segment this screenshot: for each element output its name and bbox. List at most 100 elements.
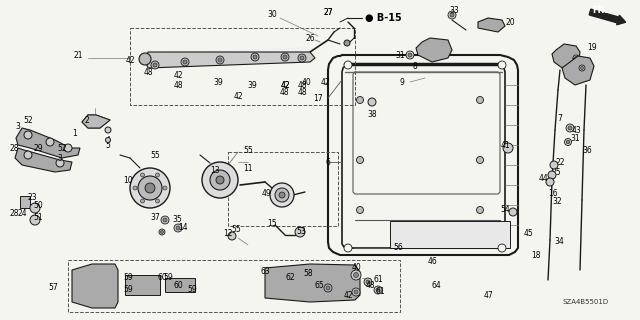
Text: 21: 21 <box>73 51 83 60</box>
Text: FR.: FR. <box>592 5 608 14</box>
Circle shape <box>176 226 180 230</box>
Circle shape <box>546 178 554 186</box>
Circle shape <box>295 227 305 237</box>
Circle shape <box>509 208 517 216</box>
Text: 19: 19 <box>587 43 597 52</box>
Circle shape <box>566 140 570 144</box>
Polygon shape <box>165 278 195 292</box>
Text: 3: 3 <box>58 154 63 163</box>
Text: 45: 45 <box>523 229 533 238</box>
Text: 6: 6 <box>326 157 330 166</box>
Text: 56: 56 <box>393 244 403 252</box>
Text: 42: 42 <box>233 92 243 100</box>
Circle shape <box>283 55 287 59</box>
Text: 36: 36 <box>582 146 592 155</box>
Polygon shape <box>16 128 80 158</box>
Circle shape <box>161 216 169 224</box>
Circle shape <box>216 56 224 64</box>
Text: 28: 28 <box>9 143 19 153</box>
Text: 63: 63 <box>260 268 270 276</box>
Text: 59: 59 <box>123 274 133 283</box>
Circle shape <box>163 218 167 222</box>
Circle shape <box>202 162 238 198</box>
Circle shape <box>151 61 159 69</box>
Polygon shape <box>15 148 72 172</box>
Circle shape <box>145 183 155 193</box>
Text: 42: 42 <box>320 77 330 86</box>
Text: 60: 60 <box>157 274 167 283</box>
Polygon shape <box>82 115 110 128</box>
Text: 15: 15 <box>267 220 277 228</box>
Circle shape <box>218 58 222 62</box>
Text: 34: 34 <box>554 237 564 246</box>
Circle shape <box>181 58 189 66</box>
Text: 18: 18 <box>531 251 541 260</box>
Circle shape <box>356 156 364 164</box>
Text: 52: 52 <box>57 143 67 153</box>
Circle shape <box>344 61 352 69</box>
Text: 42: 42 <box>280 81 290 90</box>
Text: 42: 42 <box>280 81 290 90</box>
Text: 64: 64 <box>431 282 441 291</box>
Text: 40: 40 <box>351 263 361 273</box>
Text: 59: 59 <box>187 285 197 294</box>
Text: 52: 52 <box>23 116 33 124</box>
Circle shape <box>579 65 585 71</box>
Text: 48: 48 <box>365 281 375 290</box>
Circle shape <box>498 61 506 69</box>
Circle shape <box>448 11 456 19</box>
Text: 27: 27 <box>323 7 333 17</box>
Text: 60: 60 <box>173 281 183 290</box>
Text: 58: 58 <box>303 269 313 278</box>
Text: 43: 43 <box>572 125 582 134</box>
Text: 7: 7 <box>557 114 563 123</box>
Circle shape <box>376 288 380 292</box>
Text: 4: 4 <box>106 135 111 145</box>
Circle shape <box>344 40 350 46</box>
Circle shape <box>159 229 165 235</box>
Circle shape <box>408 53 412 57</box>
Bar <box>20 196 30 208</box>
Text: 11: 11 <box>243 164 253 172</box>
Text: 3: 3 <box>15 122 20 131</box>
Circle shape <box>368 98 376 106</box>
Circle shape <box>503 143 513 153</box>
Text: 65: 65 <box>314 282 324 291</box>
Circle shape <box>56 159 64 167</box>
Circle shape <box>46 138 54 146</box>
Text: 48: 48 <box>297 87 307 97</box>
Text: 55: 55 <box>243 146 253 155</box>
Circle shape <box>251 53 259 61</box>
Text: 30: 30 <box>267 10 277 19</box>
Circle shape <box>253 55 257 59</box>
Text: 53: 53 <box>296 228 306 236</box>
Text: 48: 48 <box>143 68 153 76</box>
Text: 33: 33 <box>449 5 459 14</box>
Text: 59: 59 <box>163 274 173 283</box>
Circle shape <box>568 126 572 130</box>
Circle shape <box>477 206 483 213</box>
Text: 61: 61 <box>373 276 383 284</box>
Text: 2: 2 <box>84 116 89 124</box>
Text: 16: 16 <box>548 189 558 198</box>
Text: 37: 37 <box>150 213 160 222</box>
Circle shape <box>163 186 167 190</box>
Text: 27: 27 <box>323 7 333 17</box>
Polygon shape <box>416 38 452 62</box>
Text: 12: 12 <box>223 229 233 238</box>
Circle shape <box>106 138 111 142</box>
Text: 51: 51 <box>33 213 43 222</box>
Text: 24: 24 <box>17 210 27 219</box>
Text: 23: 23 <box>27 194 37 203</box>
Text: SZA4B5501D: SZA4B5501D <box>563 299 609 305</box>
Circle shape <box>105 127 111 133</box>
Text: 31: 31 <box>570 133 580 142</box>
Circle shape <box>139 53 151 65</box>
Polygon shape <box>478 18 505 32</box>
Circle shape <box>573 55 579 61</box>
Circle shape <box>141 173 145 177</box>
Text: 8: 8 <box>413 61 417 70</box>
Text: 17: 17 <box>313 93 323 102</box>
Circle shape <box>364 278 372 286</box>
Text: 1: 1 <box>72 129 77 138</box>
